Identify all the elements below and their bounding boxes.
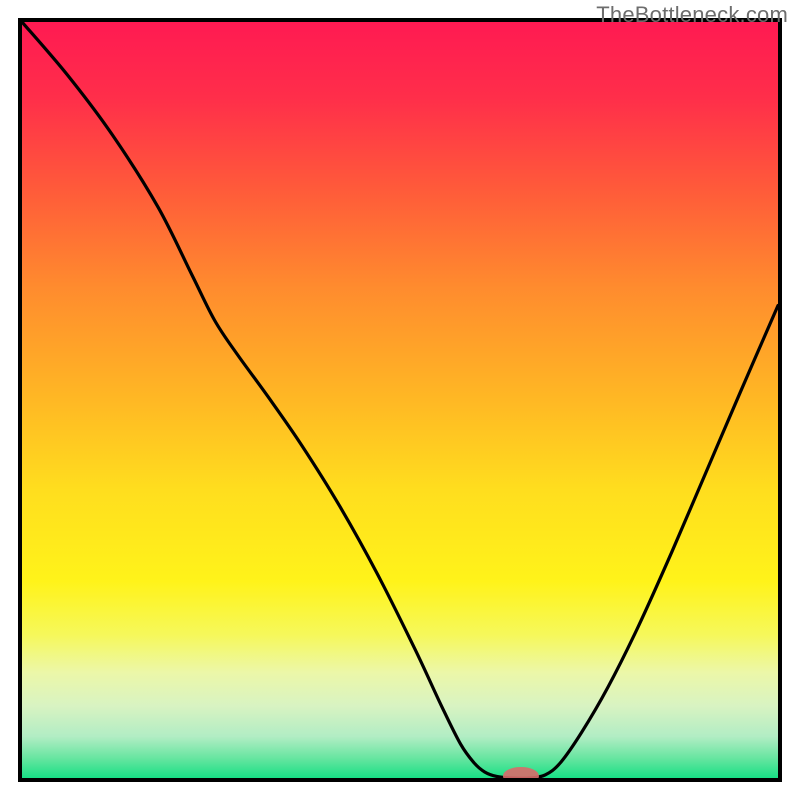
watermark-text: TheBottleneck.com — [596, 2, 788, 28]
optimal-marker — [503, 767, 539, 785]
chart-background-gradient — [22, 22, 778, 778]
chart-svg — [0, 0, 800, 800]
bottleneck-chart: TheBottleneck.com — [0, 0, 800, 800]
